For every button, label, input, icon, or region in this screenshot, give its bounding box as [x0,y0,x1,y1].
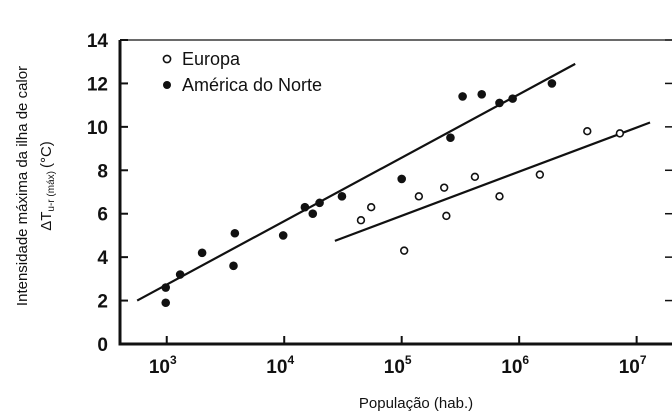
y-axis-ticks: 0 2 4 6 8 10 12 14 [87,31,672,356]
y-tick-label: 14 [87,31,109,52]
y-tick-label: 10 [87,118,108,139]
data-point-america-do-norte [337,192,347,201]
data-point-america-do-norte [508,94,517,103]
data-point-america-do-norte [161,283,171,292]
y-tick-label: 6 [97,205,108,226]
data-point-america-do-norte [458,92,467,101]
y-axis-label-subscript: u-r (máx) [46,171,57,212]
legend-label-america-do-norte: América do Norte [182,75,322,95]
data-point-europa [442,211,451,221]
data-point-america-do-norte [230,228,240,238]
data-point-america-do-norte [197,248,207,258]
data-point-america-do-norte [308,209,318,219]
data-point-america-do-norte [161,298,171,308]
data-point-america-do-norte [397,174,406,184]
y-tick-label: 12 [87,74,108,95]
x-tick-label: 105 [384,353,412,378]
data-point-america-do-norte [446,133,455,143]
legend: Europa América do Norte [162,49,322,95]
y-axis-label-line1: Intensidade máxima da ilha de calor [14,66,31,306]
legend-label-europa: Europa [182,49,241,69]
data-point-europa [535,170,545,179]
data-point-america-do-norte [229,261,238,271]
legend-marker-europa [162,54,172,64]
data-point-europa [439,183,449,192]
data-point-europa [366,203,376,212]
x-tick-label: 104 [266,353,294,378]
data-point-europa [495,192,504,201]
y-axis-label-line2: ΔTu-r (máx) (°C) [38,141,57,231]
data-point-europa [399,246,409,255]
plot-frame [118,39,672,346]
y-axis-label-unit: (°C) [38,141,55,168]
y-tick-label: 2 [97,292,108,313]
data-point-america-do-norte [477,89,487,99]
trend-line-europa [334,121,651,242]
x-axis-label: População (hab.) [359,395,473,412]
legend-marker-america-do-norte [163,81,171,89]
x-tick-label: 107 [619,353,647,378]
x-tick-label: 106 [501,353,529,378]
data-point-europa [583,126,592,136]
y-axis-label-delta-t: ΔT [38,212,55,231]
trend-lines [136,62,651,302]
data-points [161,79,625,308]
y-tick-label: 0 [97,335,108,356]
x-tick-label: 103 [149,353,177,378]
data-point-europa [356,216,366,225]
data-point-america-do-norte [175,270,185,279]
y-tick-label: 4 [97,248,108,269]
data-point-europa [414,192,424,201]
data-point-europa [615,129,625,138]
x-axis-ticks: 103 104 105 106 107 [149,336,647,378]
data-point-america-do-norte [495,98,504,108]
data-point-america-do-norte [278,231,288,240]
y-tick-label: 8 [97,161,108,182]
data-point-america-do-norte [547,79,557,88]
data-point-europa [470,172,480,182]
y-axis-label: Intensidade máxima da ilha de calor ΔTu-… [14,66,57,306]
data-point-america-do-norte [315,198,324,208]
data-point-america-do-norte [300,202,310,212]
